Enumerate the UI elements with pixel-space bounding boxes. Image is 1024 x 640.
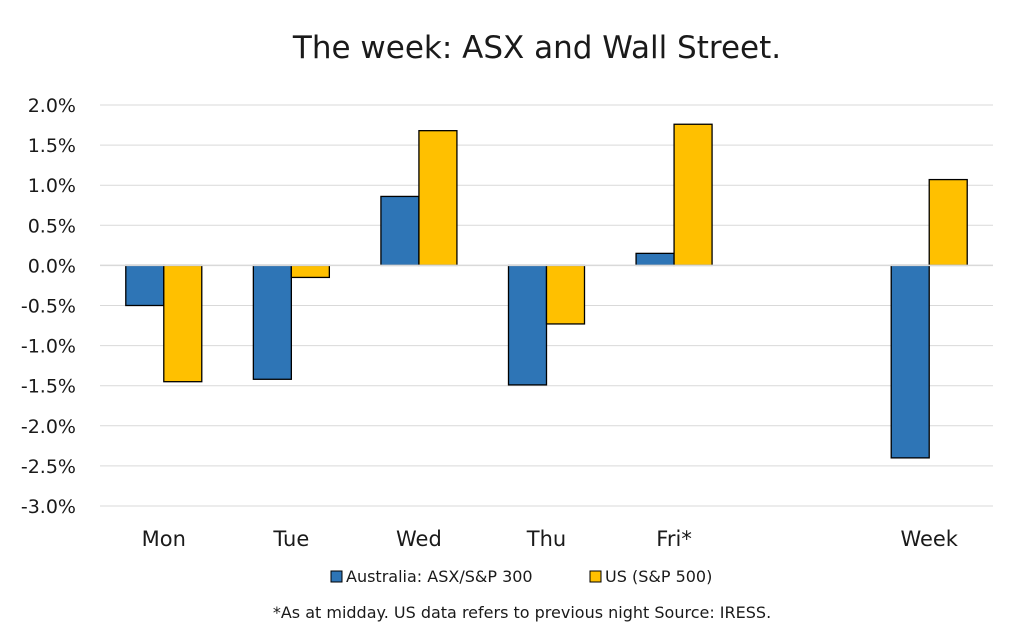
- y-tick-label: -3.0%: [21, 496, 76, 518]
- y-tick-label: 1.5%: [28, 135, 76, 157]
- bar-us-mon: [163, 264, 203, 383]
- bar-australia-tue: [252, 264, 293, 380]
- y-axis-tick-labels: 2.0% 1.5% 1.0% 0.5% 0.0% -0.5% -1.0% -1.5% -2.0%…: [21, 95, 76, 518]
- y-tick-label: -2.0%: [21, 416, 76, 438]
- y-tick-label: -0.5%: [21, 296, 76, 318]
- y-tick-label: -1.5%: [21, 376, 76, 398]
- bar-australia-fri: [635, 252, 675, 267]
- x-category-label: Week: [900, 527, 958, 551]
- bar-australia-wed: [380, 195, 420, 267]
- x-category-label: Fri*: [656, 527, 692, 551]
- legend-swatch-us: [589, 570, 602, 583]
- footnote: *As at midday. US data refers to previou…: [273, 603, 771, 622]
- bar-us-tue: [290, 264, 331, 279]
- y-tick-label: 0.0%: [28, 255, 76, 277]
- bar-us-thu: [545, 264, 586, 325]
- y-tick-label: 0.5%: [28, 215, 76, 237]
- x-category-label: Wed: [396, 527, 442, 551]
- x-category-label: Thu: [526, 527, 566, 551]
- x-axis-category-labels: Mon Tue Wed Thu Fri* Week: [142, 527, 959, 551]
- bars: [125, 123, 968, 459]
- x-category-label: Tue: [272, 527, 309, 551]
- legend: Australia: ASX/S&P 300 US (S&P 500): [330, 567, 712, 586]
- bar-us-fri: [673, 123, 713, 267]
- bar-australia-mon: [125, 264, 165, 307]
- chart-title: The week: ASX and Wall Street.: [292, 30, 781, 66]
- x-category-label: Mon: [142, 527, 186, 551]
- y-tick-label: 1.0%: [28, 175, 76, 197]
- legend-label-us: US (S&P 500): [605, 567, 712, 586]
- y-tick-label: -2.5%: [21, 456, 76, 478]
- bar-australia-week: [890, 264, 930, 459]
- bar-us-wed: [418, 130, 458, 267]
- bar-australia-thu: [507, 264, 548, 386]
- legend-label-australia: Australia: ASX/S&P 300: [346, 567, 533, 586]
- legend-swatch-australia: [330, 570, 343, 583]
- bar-us-week: [928, 178, 968, 267]
- y-tick-label: 2.0%: [28, 95, 76, 117]
- y-tick-label: -1.0%: [21, 336, 76, 358]
